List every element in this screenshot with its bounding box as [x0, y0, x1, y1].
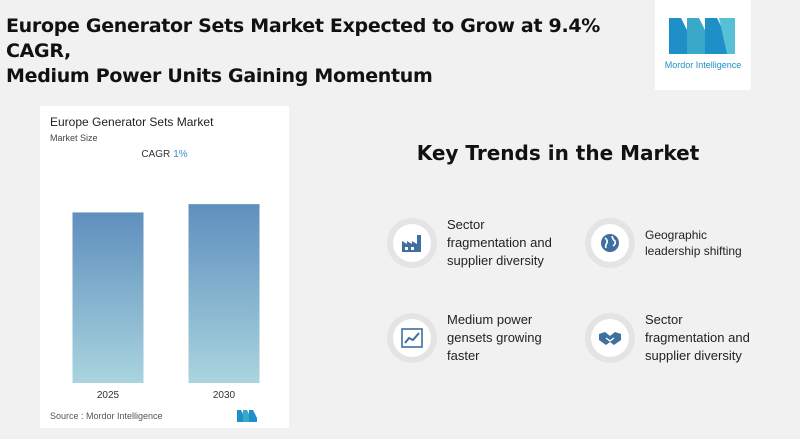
title-line-1: Europe Generator Sets Market Expected to… [6, 15, 601, 62]
bar-chart: 2025 2030 [72, 204, 260, 401]
trend-2-text: Geographic leadership shifting [645, 227, 742, 259]
trend-4-line-3: supplier diversity [645, 348, 742, 363]
chart-title: Europe Generator Sets Market [50, 115, 214, 129]
title-line-2: Medium Power Units Gaining Momentum [6, 65, 433, 87]
cagr-text: CAGR [141, 149, 171, 160]
x-tick-label-2025: 2025 [97, 390, 120, 401]
brand-logo: Mordor Intelligence [655, 0, 751, 90]
trend-2-line-1: Geographic [645, 228, 708, 242]
trend-4-line-2: fragmentation and [645, 330, 750, 345]
globe-icon [601, 234, 619, 252]
mini-logo-icon [237, 410, 257, 422]
brand-name: Mordor Intelligence [664, 60, 742, 70]
factory-icon [402, 235, 421, 252]
trends-title: Key Trends in the Market [416, 141, 700, 165]
handshake-icon [599, 332, 621, 345]
trend-3-line-3: faster [447, 348, 480, 363]
trend-3-line-1: Medium power [447, 312, 533, 327]
bar-2030 [188, 204, 260, 383]
trend-1-line-1: Sector [447, 217, 485, 232]
trend-3-icon-circle [387, 313, 437, 363]
trend-4-line-1: Sector [645, 312, 683, 327]
trend-1-line-3: supplier diversity [447, 253, 544, 268]
page-title: Europe Generator Sets Market Expected to… [6, 14, 626, 89]
trend-1-icon-circle [387, 218, 437, 268]
cagr-value: 1% [173, 149, 188, 160]
chart-card: 2025 2030 Europe Generator Sets Market Ma… [40, 106, 289, 428]
chart-subtitle: Market Size [50, 133, 98, 143]
x-tick-label-2030: 2030 [213, 390, 236, 401]
trend-4-icon-circle [585, 313, 635, 363]
chart-source: Source : Mordor Intelligence [50, 411, 163, 421]
trend-1-text: Sector fragmentation and supplier divers… [447, 216, 552, 270]
cagr-label: CAGR 1% [40, 149, 289, 160]
trend-4-text: Sector fragmentation and supplier divers… [645, 311, 750, 365]
trend-1-line-2: fragmentation and [447, 235, 552, 250]
trend-2-icon-circle [585, 218, 635, 268]
trend-2-line-2: leadership shifting [645, 244, 742, 258]
trend-3-line-2: gensets growing [447, 330, 542, 345]
mordor-logo-icon [669, 18, 735, 54]
bar-2025 [72, 212, 144, 383]
line-chart-icon [401, 328, 423, 348]
trend-3-text: Medium power gensets growing faster [447, 311, 542, 365]
